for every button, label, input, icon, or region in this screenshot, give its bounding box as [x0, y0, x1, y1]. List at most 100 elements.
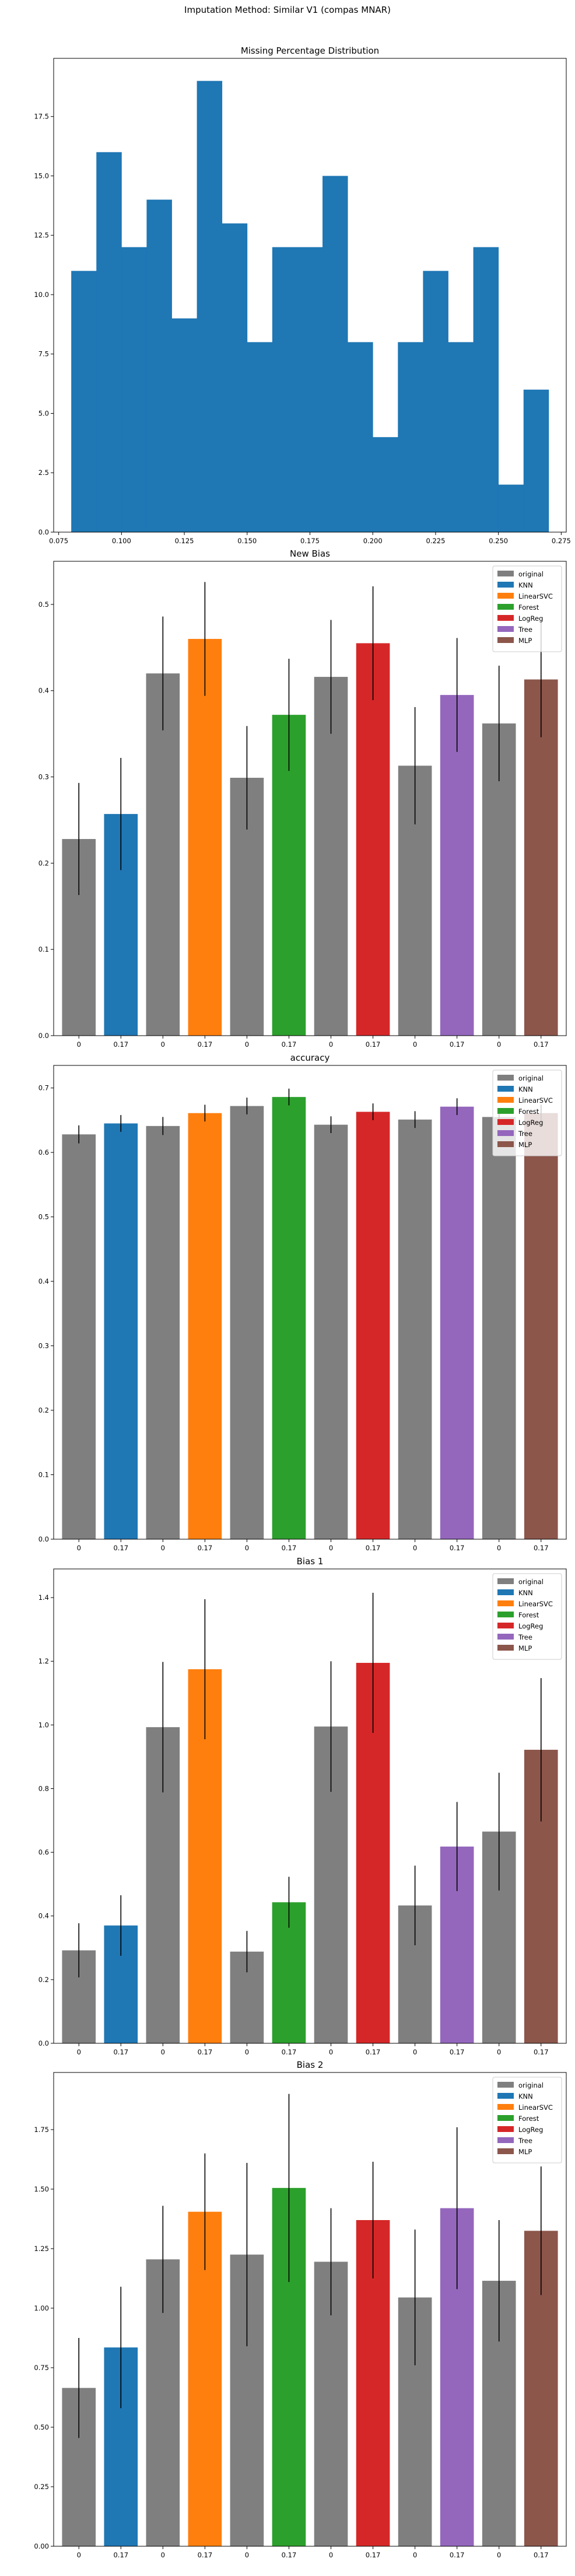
bar-LinearSVC: [188, 1113, 222, 1539]
legend-swatch: [497, 626, 514, 632]
legend: original KNN LinearSVC Forest LogReg Tree MLP: [492, 1573, 562, 1660]
y-tick-label: 0.2: [38, 1406, 49, 1414]
legend-label: LogReg: [518, 2126, 543, 2134]
bar-original: [398, 1119, 432, 1539]
legend-label: Tree: [518, 625, 532, 634]
y-tick-label: 0.75: [34, 2364, 49, 2372]
x-tick-label: 0.275: [552, 537, 571, 545]
x-tick-label: 0.17: [198, 1040, 213, 1048]
y-tick-label: 2.5: [38, 469, 49, 477]
legend-label: Tree: [518, 1130, 532, 1138]
panels: Missing Percentage Distribution 0.0 2.5 5.0…: [34, 46, 570, 2559]
x-tick-label: 0.125: [175, 537, 194, 545]
y-tick-label: 1.2: [38, 1657, 49, 1665]
legend-swatch: [497, 582, 514, 588]
y-tick-label: 1.00: [34, 2304, 49, 2312]
x-tick-label: 0.175: [300, 537, 320, 545]
bar-original: [230, 1106, 264, 1539]
x-tick-label: 0.17: [450, 2551, 465, 2559]
x-tick-label: 0: [161, 1040, 165, 1048]
histogram-bar: [146, 200, 172, 533]
x-tick-label: 0.17: [366, 1040, 381, 1048]
x-tick-label: 0: [413, 1544, 417, 1552]
legend-label: original: [518, 570, 544, 578]
legend-label: Tree: [518, 2137, 532, 2145]
histogram-bar: [423, 271, 448, 532]
x-tick-label: 0: [161, 2048, 165, 2056]
bar-Forest: [272, 1097, 306, 1539]
x-tick-label: 0: [161, 2551, 165, 2559]
x-tick-label: 0.17: [534, 1544, 549, 1552]
figure-suptitle: Imputation Method: Similar V1 (compas MN…: [184, 5, 391, 15]
x-tick-label: 0.17: [113, 2551, 128, 2559]
histogram-bar: [322, 176, 348, 532]
x-tick-label: 0.17: [366, 2551, 381, 2559]
y-tick-label: 1.0: [38, 1721, 49, 1729]
legend-swatch: [497, 1600, 514, 1606]
histogram-bar: [448, 342, 474, 532]
histogram-bar: [171, 318, 198, 532]
y-tick-label: 1.50: [34, 2185, 49, 2193]
x-tick-label: 0.17: [113, 2048, 128, 2056]
x-tick-label: 0: [497, 2551, 501, 2559]
bar-original: [62, 1134, 96, 1539]
legend-swatch: [497, 593, 514, 599]
chart-panel-2: accuracy 0.0 0.1 0.2 0.3 0.4 0.5 0.6 0.7 0 0.17 0 0.…: [38, 1053, 567, 1552]
x-tick-label: 0: [329, 1544, 333, 1552]
x-tick-label: 0.17: [450, 1544, 465, 1552]
bar-LogReg: [356, 1112, 390, 1539]
legend-label: LinearSVC: [518, 1600, 553, 1608]
y-tick-label: 12.5: [34, 231, 49, 239]
histogram-bar: [523, 389, 549, 532]
bar-MLP: [524, 1113, 558, 1539]
legend-label: LinearSVC: [518, 592, 553, 600]
legend-label: MLP: [518, 637, 532, 645]
x-tick-label: 0: [413, 1040, 417, 1048]
histogram-bar: [96, 152, 122, 532]
x-tick-label: 0.200: [363, 537, 383, 545]
x-tick-label: 0.150: [237, 537, 257, 545]
bar-original: [314, 677, 348, 1036]
legend: original KNN LinearSVC Forest LogReg Tree MLP: [492, 565, 562, 652]
legend-label: KNN: [518, 581, 533, 589]
histogram-bar: [473, 247, 499, 532]
legend-label: LogReg: [518, 614, 543, 623]
y-tick-label: 0.4: [38, 1277, 49, 1285]
y-tick-label: 1.75: [34, 2126, 49, 2134]
bar-original: [314, 1124, 348, 1539]
y-tick-label: 0.0: [38, 528, 49, 536]
legend-swatch: [497, 1634, 514, 1640]
bar-original: [146, 1126, 180, 1539]
y-tick-label: 0.8: [38, 1784, 49, 1792]
legend-label: original: [518, 1074, 544, 1082]
bar-MLP: [524, 679, 558, 1036]
y-tick-label: 0.6: [38, 1148, 49, 1156]
legend-swatch: [497, 1141, 514, 1147]
x-tick-label: 0: [329, 2551, 333, 2559]
y-tick-label: 0.0: [38, 1032, 49, 1040]
y-tick-label: 17.5: [34, 113, 49, 121]
y-tick-label: 0.5: [38, 1213, 49, 1221]
y-tick-label: 0.1: [38, 945, 49, 953]
histogram-bar: [197, 81, 223, 532]
x-tick-label: 0.17: [282, 2048, 297, 2056]
legend-swatch: [497, 2104, 514, 2110]
x-tick-label: 0.17: [534, 2551, 549, 2559]
legend-swatch: [497, 1130, 514, 1136]
y-tick-label: 0.0: [38, 1535, 49, 1543]
x-tick-label: 0.250: [489, 537, 508, 545]
legend-swatch: [497, 1623, 514, 1628]
legend-swatch: [497, 1578, 514, 1584]
legend-swatch: [497, 1097, 514, 1103]
legend-label: KNN: [518, 1589, 533, 1597]
axes-frame: [53, 1568, 567, 2044]
histogram-bar: [222, 223, 248, 532]
x-tick-label: 0.17: [450, 2048, 465, 2056]
axes-frame: [53, 561, 567, 1036]
x-tick-label: 0.17: [282, 1544, 297, 1552]
x-tick-label: 0.17: [534, 2048, 549, 2056]
y-tick-label: 0.00: [34, 2542, 49, 2550]
x-tick-label: 0: [413, 2048, 417, 2056]
bar-KNN: [104, 1123, 138, 1539]
